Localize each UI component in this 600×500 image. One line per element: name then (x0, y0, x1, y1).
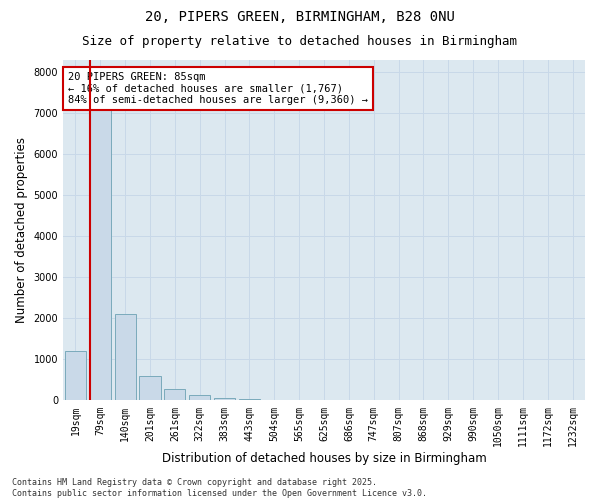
Y-axis label: Number of detached properties: Number of detached properties (15, 137, 28, 323)
Text: 20 PIPERS GREEN: 85sqm
← 16% of detached houses are smaller (1,767)
84% of semi-: 20 PIPERS GREEN: 85sqm ← 16% of detached… (68, 72, 368, 105)
Bar (214, 398, 235, 400)
Bar (65, 351, 86, 401)
Bar (90, 97, 111, 400)
Text: Contains HM Land Registry data © Crown copyright and database right 2025.
Contai: Contains HM Land Registry data © Crown c… (12, 478, 427, 498)
X-axis label: Distribution of detached houses by size in Birmingham: Distribution of detached houses by size … (161, 452, 487, 465)
Text: 20, PIPERS GREEN, BIRMINGHAM, B28 0NU: 20, PIPERS GREEN, BIRMINGHAM, B28 0NU (145, 10, 455, 24)
Text: Size of property relative to detached houses in Birmingham: Size of property relative to detached ho… (83, 35, 517, 48)
Bar (115, 314, 136, 400)
Bar (139, 376, 161, 400)
Bar (239, 399, 260, 400)
Bar (164, 390, 185, 400)
Bar (189, 395, 211, 400)
